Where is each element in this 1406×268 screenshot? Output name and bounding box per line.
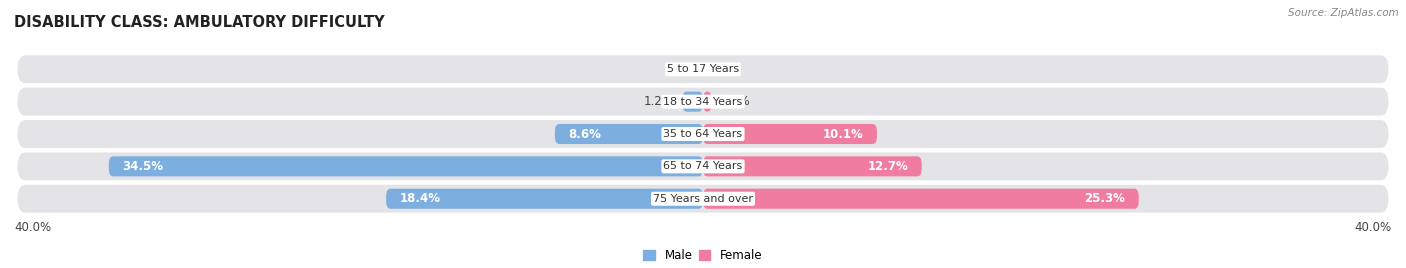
Text: 1.2%: 1.2% <box>644 95 673 108</box>
FancyBboxPatch shape <box>555 124 703 144</box>
FancyBboxPatch shape <box>17 152 1389 180</box>
Text: 35 to 64 Years: 35 to 64 Years <box>664 129 742 139</box>
Text: 65 to 74 Years: 65 to 74 Years <box>664 161 742 171</box>
Text: 0.5%: 0.5% <box>720 95 749 108</box>
Text: 34.5%: 34.5% <box>122 160 163 173</box>
Text: 75 Years and over: 75 Years and over <box>652 194 754 204</box>
Text: 12.7%: 12.7% <box>868 160 908 173</box>
Text: 10.1%: 10.1% <box>823 128 863 140</box>
Text: 40.0%: 40.0% <box>14 221 51 234</box>
Text: 18 to 34 Years: 18 to 34 Years <box>664 97 742 107</box>
FancyBboxPatch shape <box>703 124 877 144</box>
Text: 40.0%: 40.0% <box>1355 221 1392 234</box>
FancyBboxPatch shape <box>682 92 703 112</box>
Legend: Male, Female: Male, Female <box>644 249 762 262</box>
Text: 0.0%: 0.0% <box>711 63 741 76</box>
FancyBboxPatch shape <box>108 156 703 176</box>
FancyBboxPatch shape <box>17 88 1389 116</box>
FancyBboxPatch shape <box>387 189 703 209</box>
Text: Source: ZipAtlas.com: Source: ZipAtlas.com <box>1288 8 1399 18</box>
FancyBboxPatch shape <box>17 55 1389 83</box>
FancyBboxPatch shape <box>17 185 1389 213</box>
Text: 5 to 17 Years: 5 to 17 Years <box>666 64 740 74</box>
Text: 0.0%: 0.0% <box>665 63 695 76</box>
FancyBboxPatch shape <box>703 92 711 112</box>
Text: 25.3%: 25.3% <box>1084 192 1125 205</box>
Text: DISABILITY CLASS: AMBULATORY DIFFICULTY: DISABILITY CLASS: AMBULATORY DIFFICULTY <box>14 16 385 31</box>
FancyBboxPatch shape <box>703 189 1139 209</box>
Text: 18.4%: 18.4% <box>399 192 441 205</box>
Text: 8.6%: 8.6% <box>568 128 602 140</box>
FancyBboxPatch shape <box>703 156 922 176</box>
FancyBboxPatch shape <box>17 120 1389 148</box>
